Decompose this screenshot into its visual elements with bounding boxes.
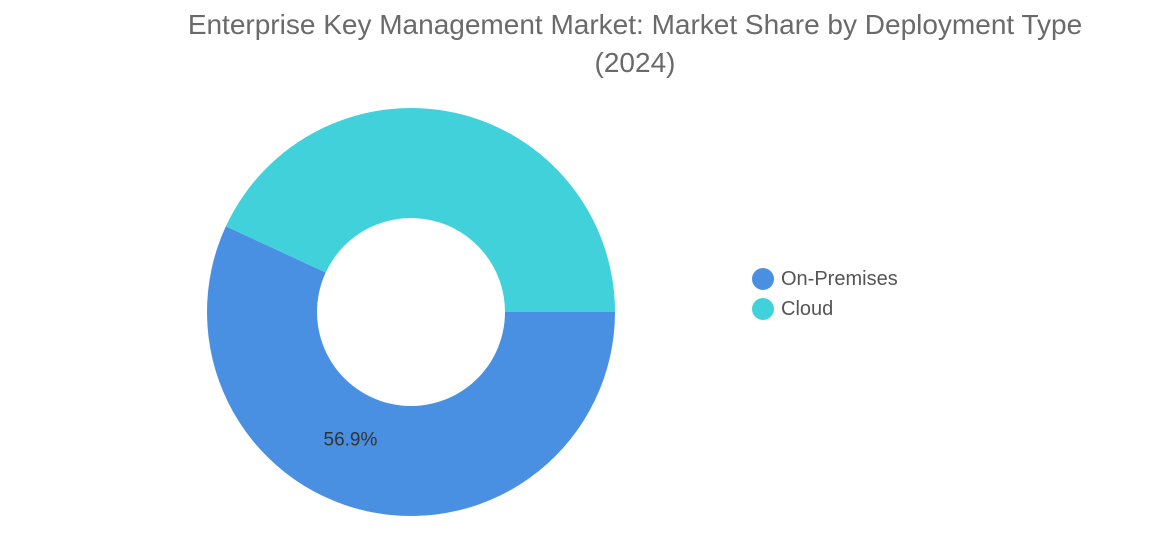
chart-legend: On-Premises Cloud [752, 264, 898, 324]
chart-title-year: (2024) [594, 47, 676, 78]
slice-cloud[interactable] [225, 107, 616, 312]
legend-label-on-premises: On-Premises [781, 267, 898, 290]
legend-label-cloud: Cloud [781, 297, 834, 320]
legend-swatch-cloud [752, 298, 774, 320]
donut-slices [207, 107, 616, 516]
legend-swatch-on-premises [752, 268, 774, 290]
chart-title: Enterprise Key Management Market: Market… [100, 6, 1156, 82]
legend-item-cloud[interactable]: Cloud [752, 294, 898, 324]
legend-item-on-premises[interactable]: On-Premises [752, 264, 898, 294]
slice-on-premises[interactable] [207, 226, 616, 516]
data-label-on-premises: 56.9% [324, 430, 378, 451]
chart-title-main: Enterprise Key Management Market: Market… [187, 9, 1083, 40]
donut-data-labels: 56.9% [324, 430, 378, 451]
